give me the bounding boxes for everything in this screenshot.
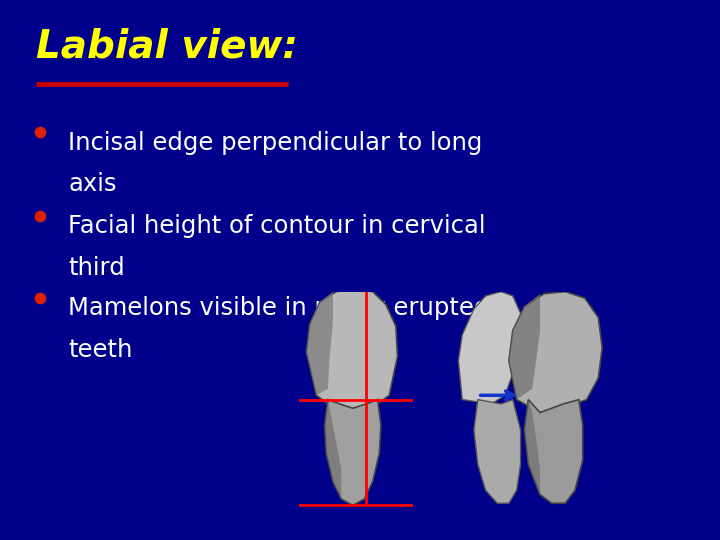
Text: Labial view:: Labial view: <box>36 27 298 65</box>
Polygon shape <box>509 294 540 400</box>
Polygon shape <box>307 292 333 395</box>
Polygon shape <box>474 400 521 503</box>
Point <box>34 294 45 302</box>
Point <box>34 212 45 220</box>
Text: third: third <box>68 256 125 280</box>
Polygon shape <box>524 400 540 495</box>
Polygon shape <box>509 292 602 413</box>
Point <box>34 128 45 137</box>
Text: Facial height of contour in cervical: Facial height of contour in cervical <box>68 214 486 238</box>
Text: axis: axis <box>68 172 117 196</box>
Text: teeth: teeth <box>68 338 132 362</box>
Polygon shape <box>307 289 397 408</box>
Polygon shape <box>524 400 582 503</box>
Polygon shape <box>459 292 521 404</box>
Text: Incisal edge perpendicular to long: Incisal edge perpendicular to long <box>68 131 483 154</box>
Polygon shape <box>325 400 341 499</box>
Text: Mamelons visible in newly erupted: Mamelons visible in newly erupted <box>68 296 490 320</box>
Polygon shape <box>325 400 381 505</box>
